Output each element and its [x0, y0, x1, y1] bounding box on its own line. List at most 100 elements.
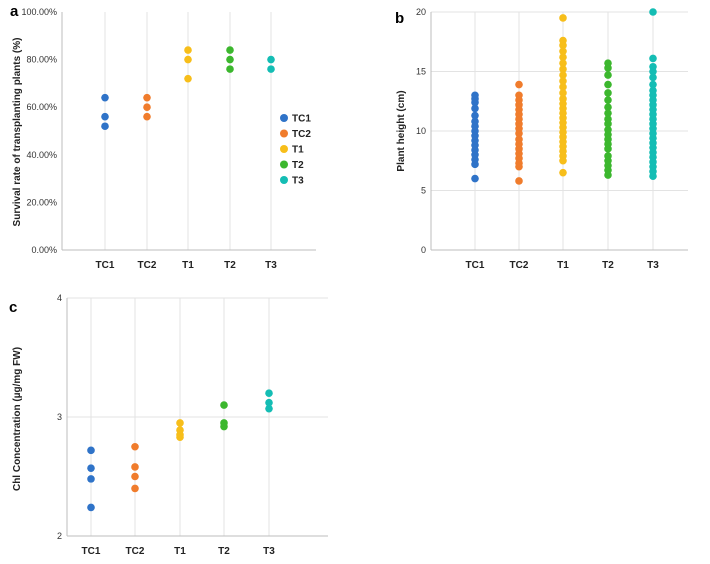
panel-b-y-axis-title: Plant height (cm) — [396, 90, 407, 171]
legend-label-T2: T2 — [292, 160, 304, 171]
panel-a-legend: TC1 TC2 T1 T2 T3 — [280, 114, 311, 187]
panel-b-x-tick-label: T3 — [647, 260, 659, 271]
panel-c-points — [87, 389, 273, 512]
legend-marker-TC1 — [280, 114, 288, 122]
panel-c-x-tick-label: TC2 — [126, 546, 145, 557]
panel-a-x-tick-label: TC1 — [96, 260, 115, 271]
panel-b-point-T1 — [559, 89, 567, 97]
panel-b-point-T3 — [649, 73, 657, 82]
panel-b-point-T3 — [649, 54, 657, 63]
panel-a-axes — [61, 12, 316, 251]
panel-b-point-T1 — [559, 53, 567, 62]
panel-b-point-TC1 — [471, 111, 479, 120]
panel-b-point-T1 — [559, 47, 567, 56]
panel-c-point-T2 — [220, 401, 228, 409]
panel-c-point-TC2 — [131, 463, 139, 471]
panel-b-point-TC2 — [515, 91, 523, 100]
panel-b-point-T2 — [604, 96, 612, 104]
panel-a-x-tick-label: T1 — [182, 260, 194, 271]
panel-b-point-T2 — [604, 59, 612, 67]
panel-c-x-tick-label: T1 — [174, 546, 186, 557]
panel-a-point-TC1 — [101, 93, 109, 102]
panel-b-y-tick-label: 0 — [421, 245, 426, 255]
panel-b-axes — [430, 12, 688, 251]
panel-c-y-tick-label: 2 — [57, 531, 62, 541]
legend-marker-T2 — [280, 160, 288, 169]
panel-b-point-T2 — [604, 126, 612, 134]
panel-c-point-TC1 — [87, 446, 95, 455]
panel-a-y-tick-label: 80.00% — [26, 55, 57, 65]
legend-marker-TC2 — [280, 129, 288, 138]
panel-a-point-T3 — [267, 55, 275, 64]
panel-c-point-T2 — [220, 422, 228, 431]
panel-a-y-tick-label: 60.00% — [26, 102, 57, 112]
panel-a-point-T3 — [267, 65, 275, 73]
panel-b-point-T3 — [649, 80, 657, 89]
panel-c-y-tick-label: 4 — [57, 293, 62, 303]
panel-c-x-tick-label: TC1 — [82, 546, 101, 557]
legend-marker-T3 — [280, 176, 288, 184]
panel-a-point-T2 — [226, 46, 234, 54]
panel-b-point-TC1 — [471, 104, 479, 113]
chart-panel-c: c Chl Concentration (µg/mg FW) 234 TC1 TC… — [9, 293, 328, 557]
panel-b-point-T1 — [559, 168, 567, 177]
panel-b-point-T1 — [559, 36, 567, 45]
panel-a-label: a — [10, 3, 19, 20]
panel-b-point-T2 — [604, 152, 612, 160]
panel-a-point-T2 — [226, 55, 234, 64]
panel-b-point-TC2 — [515, 80, 523, 89]
panel-c-label: c — [9, 299, 17, 316]
panel-a-point-T1 — [184, 46, 192, 54]
panel-c-point-TC1 — [87, 503, 95, 512]
panel-b-x-tick-label: TC1 — [466, 260, 485, 271]
panel-b-point-T2 — [604, 103, 612, 111]
panel-a-points — [101, 46, 275, 131]
panel-a-x-tick-label: TC2 — [138, 260, 157, 271]
panel-c-point-TC1 — [87, 464, 95, 472]
panel-b-point-T2 — [604, 89, 612, 97]
panel-b-point-TC1 — [471, 117, 479, 126]
panel-b-point-T2 — [604, 109, 612, 117]
panel-c-point-T3 — [265, 404, 273, 413]
panel-a-point-T2 — [226, 65, 234, 73]
panel-b-point-TC2 — [515, 177, 523, 185]
panel-a-point-T1 — [184, 74, 192, 83]
panel-b-point-T3 — [649, 86, 657, 95]
panel-b-point-T1 — [559, 14, 567, 22]
panel-a-y-tick-label: 20.00% — [26, 197, 57, 207]
panel-a-y-axis-title: Survival rate of transplanting plants (%… — [12, 38, 23, 227]
panel-b-y-ticks: 0 5 10 15 20 — [416, 7, 426, 255]
legend-label-TC1: TC1 — [292, 114, 311, 125]
panel-a-x-tick-label: T2 — [224, 260, 236, 271]
panel-a-point-TC2 — [143, 103, 151, 111]
panel-b-point-T1 — [559, 77, 567, 85]
legend-marker-T1 — [280, 145, 288, 153]
panel-c-y-axis-title: Chl Concentration (µg/mg FW) — [12, 347, 23, 491]
panel-b-y-tick-label: 5 — [421, 186, 426, 196]
panel-c-point-TC2 — [131, 484, 139, 493]
panel-b-y-tick-label: 10 — [416, 126, 426, 136]
panel-a-y-ticks: 0.00% 20.00% 40.00% 60.00% 80.00% 100.00% — [21, 7, 57, 255]
panel-b-y-tick-label: 20 — [416, 7, 426, 17]
panel-b-point-T1 — [559, 65, 567, 73]
panel-c-point-T1 — [176, 419, 184, 427]
panel-c-axes — [66, 298, 328, 537]
legend-label-T3: T3 — [292, 176, 304, 187]
panel-c-point-TC1 — [87, 475, 95, 483]
panel-a-x-tick-label: T3 — [265, 260, 277, 271]
panel-b-point-T1 — [559, 71, 567, 79]
panel-b-x-tick-label: TC2 — [510, 260, 529, 271]
panel-c-point-TC2 — [131, 442, 139, 451]
panel-a-point-TC2 — [143, 93, 151, 102]
panel-a-point-T1 — [184, 55, 192, 64]
panel-a-y-tick-label: 40.00% — [26, 150, 57, 160]
panel-b-point-TC1 — [471, 174, 479, 183]
panel-b-point-T1 — [559, 59, 567, 67]
panel-c-grid — [67, 297, 328, 536]
panel-b-point-T3 — [649, 62, 657, 71]
panel-b-point-T2 — [604, 115, 612, 123]
legend-label-T1: T1 — [292, 145, 304, 156]
panel-c-x-tick-label: T2 — [218, 546, 230, 557]
panel-a-point-TC2 — [143, 112, 151, 121]
panel-c-x-ticks: TC1 TC2 T1 T2 T3 — [82, 546, 276, 557]
